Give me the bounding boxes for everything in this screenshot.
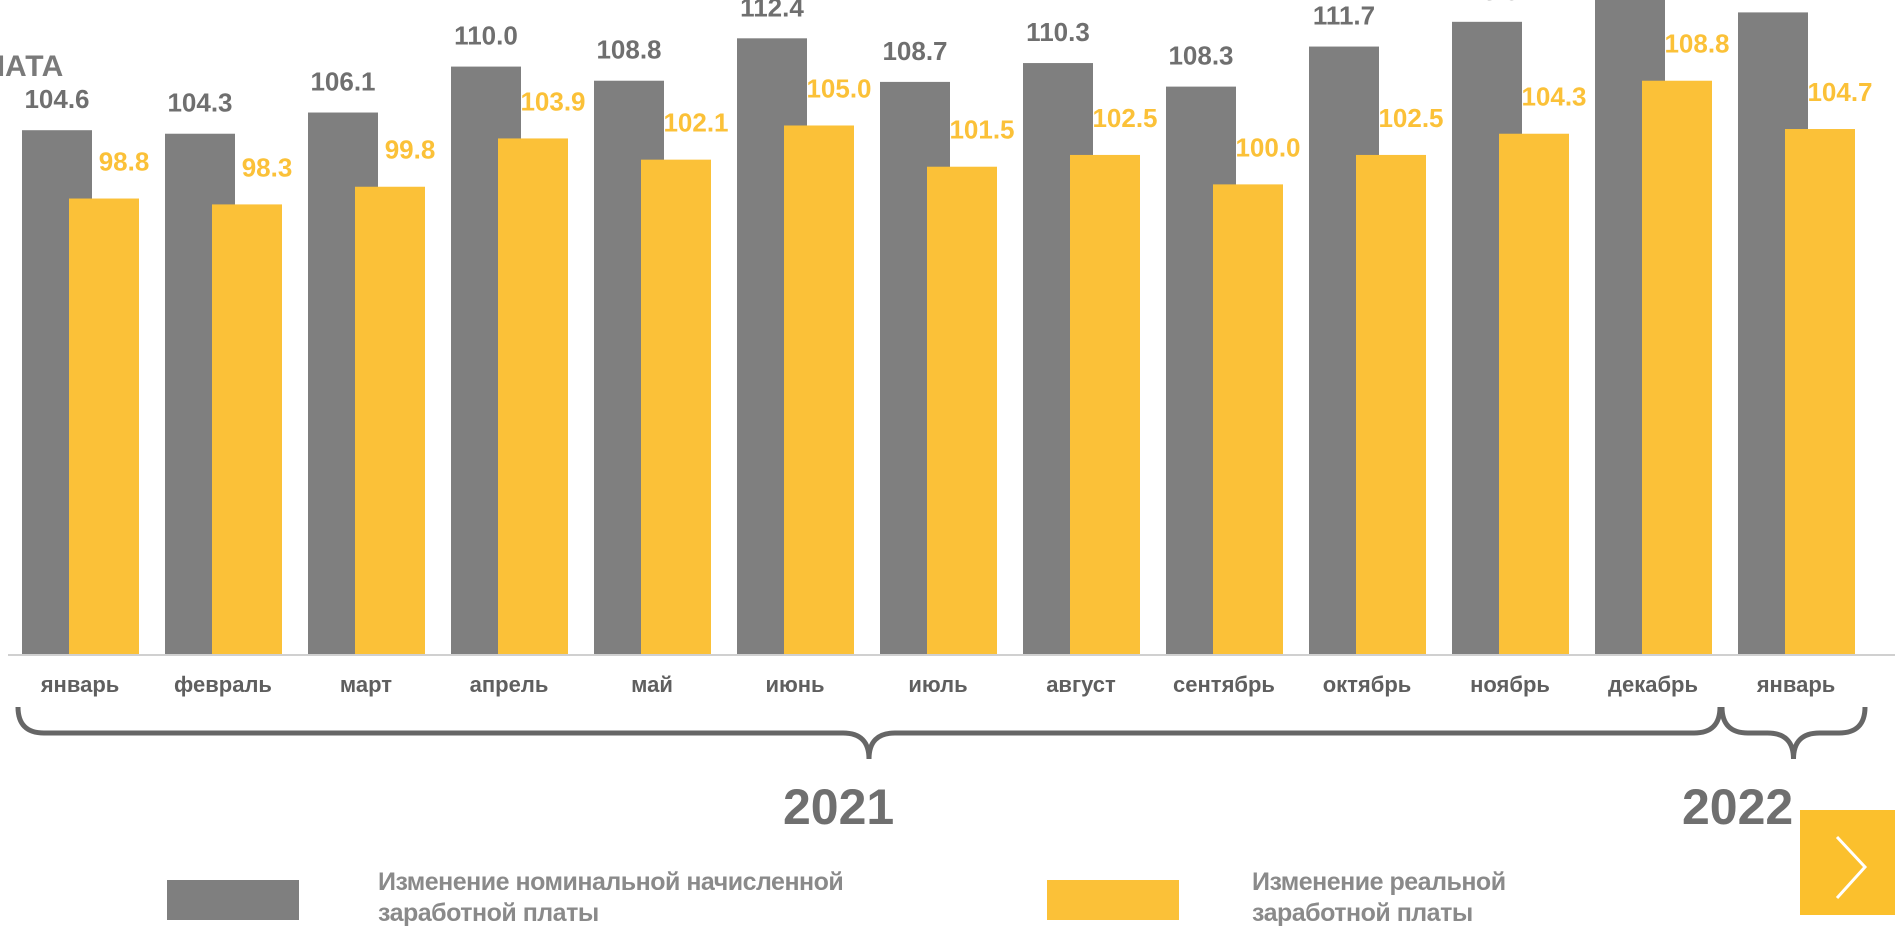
bar-real-1 [212, 204, 282, 655]
legend-label-real-line2: заработной платы [1252, 899, 1473, 927]
x-tick-labels-layer: январь февраль март апрель май июнь июль август… [40, 672, 1836, 697]
x-tick-label-12: январь [1756, 672, 1836, 697]
value-label-real-8: 100.0 [1235, 132, 1300, 162]
value-label-nominal-10: 113.8 [1455, 0, 1519, 6]
bar-real-3 [498, 138, 568, 655]
bar-real-10 [1499, 133, 1569, 655]
x-tick-label-3: апрель [470, 672, 549, 697]
value-label-real-3: 103.9 [520, 86, 585, 116]
bar-real-8 [1213, 184, 1283, 655]
value-label-nominal-8: 108.3 [1168, 41, 1233, 71]
bar-real-12 [1785, 129, 1855, 655]
value-label-real-2: 99.8 [385, 135, 436, 165]
x-tick-label-4: май [631, 672, 673, 697]
value-label-real-7: 102.5 [1092, 103, 1157, 133]
year-label-2022: 2022 [1682, 779, 1794, 835]
legend-label-nominal-line2: заработной платы [378, 899, 599, 927]
bar-real-4 [641, 159, 711, 656]
legend-label-nominal-line1: Изменение номинальной начисленной [378, 868, 844, 896]
x-tick-label-11: декабрь [1608, 672, 1698, 697]
value-label-nominal-6: 108.7 [882, 36, 947, 66]
value-label-nominal-3: 110.0 [454, 21, 518, 51]
x-tick-label-1: февраль [174, 672, 272, 697]
value-label-real-1: 98.3 [242, 152, 293, 182]
x-tick-label-0: январь [40, 672, 120, 697]
value-label-nominal-7: 110.3 [1026, 17, 1090, 47]
value-label-real-11: 108.8 [1664, 29, 1729, 59]
bracket-2022 [1719, 706, 1868, 760]
value-label-real-12: 104.7 [1807, 77, 1872, 107]
value-label-real-0: 98.8 [99, 147, 150, 177]
page-title: ЛАТА [0, 50, 64, 83]
x-tick-label-6: июль [908, 672, 967, 697]
value-label-nominal-0: 104.6 [24, 84, 89, 114]
bar-real-2 [355, 186, 425, 656]
value-labels-layer: 104.6 98.8 104.3 98.3 106.1 99.8 110.0 103.9 108… [24, 0, 1872, 182]
value-label-real-6: 101.5 [949, 115, 1014, 145]
x-tick-label-10: ноябрь [1470, 672, 1550, 697]
legend-label-real-line1: Изменение реальной [1252, 868, 1506, 896]
year-brackets-layer [15, 706, 1868, 760]
bar-real-6 [927, 166, 997, 656]
x-tick-label-8: сентябрь [1173, 672, 1275, 697]
x-tick-label-2: март [340, 672, 392, 697]
value-label-real-9: 102.5 [1378, 103, 1443, 133]
next-slide-button[interactable] [1800, 810, 1895, 915]
bar-real-5 [784, 125, 854, 655]
bar-real-9 [1356, 154, 1426, 655]
x-tick-label-9: октябрь [1323, 672, 1412, 697]
value-label-real-10: 104.3 [1521, 82, 1586, 112]
bars-layer [22, 0, 1855, 656]
bar-real-7 [1070, 154, 1140, 655]
legend-swatch-nominal [167, 880, 299, 920]
value-label-nominal-2: 106.1 [310, 67, 375, 97]
legend-label-real: Изменение реальной заработной платы [1252, 867, 1506, 929]
value-label-nominal-5: 112.4 [740, 0, 804, 22]
year-label-2021: 2021 [783, 779, 895, 835]
bracket-2021 [15, 706, 1723, 760]
chevron-right-icon [1835, 835, 1868, 900]
value-label-nominal-4: 108.8 [596, 35, 661, 65]
legend-label-nominal: Изменение номинальной начисленной зарабо… [378, 867, 844, 929]
legend-swatch-real [1047, 880, 1179, 920]
value-label-real-5: 105.0 [806, 73, 871, 103]
x-tick-label-7: август [1046, 672, 1116, 697]
x-tick-label-5: июнь [765, 672, 824, 697]
bar-real-11 [1642, 80, 1712, 655]
value-label-nominal-9: 111.7 [1313, 1, 1375, 31]
value-label-real-4: 102.1 [663, 108, 728, 138]
bar-real-0 [69, 198, 139, 655]
value-label-nominal-1: 104.3 [167, 88, 232, 118]
